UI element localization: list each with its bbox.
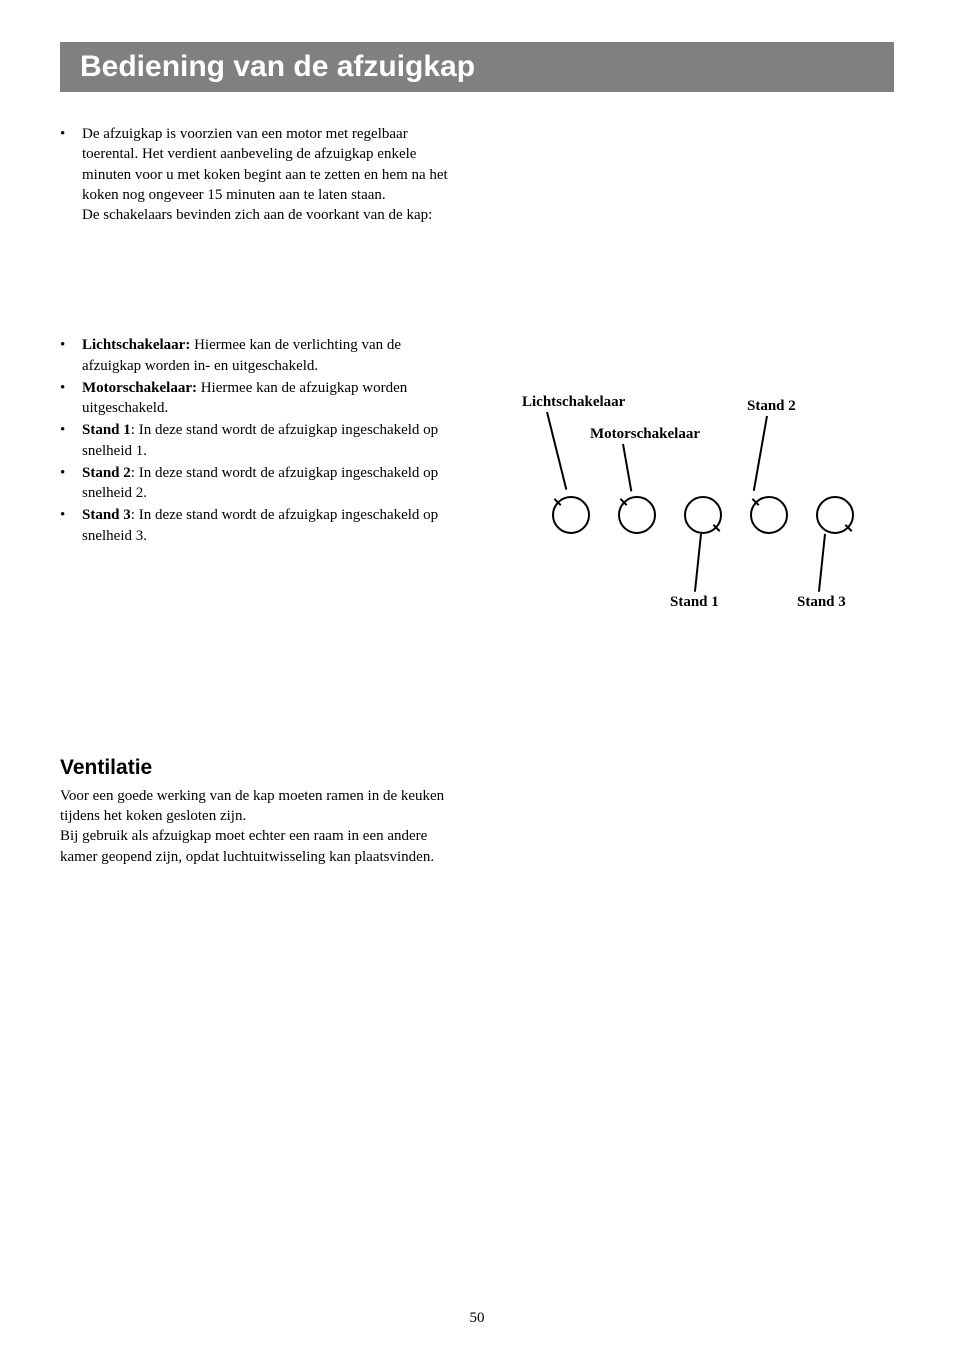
list-item-text: Motorschakelaar: Hiermee kan de afzuigka… <box>82 378 460 419</box>
list-item-text: Lichtschakelaar: Hiermee kan de verlicht… <box>82 335 460 376</box>
switch-diagram: Lichtschakelaar Stand 2 Motorschakelaar <box>502 394 902 654</box>
leader-line <box>694 534 702 592</box>
content-columns: • De afzuigkap is voorzien van een motor… <box>60 124 894 867</box>
switch-light-icon <box>552 496 590 534</box>
diagram-label-motor: Motorschakelaar <box>590 426 700 443</box>
leader-line <box>546 412 567 490</box>
title-bar: Bediening van de afzuigkap <box>60 42 894 92</box>
list-item-bold: Motorschakelaar: <box>82 380 197 396</box>
list-item: • Motorschakelaar: Hiermee kan de afzuig… <box>60 378 460 419</box>
list-item-rest: : In deze stand wordt de afzuigkap inges… <box>82 465 438 501</box>
bullet-icon: • <box>60 124 82 225</box>
ventilatie-section: Ventilatie Voor een goede werking van de… <box>60 756 460 867</box>
list-item-bold: Stand 2 <box>82 465 131 481</box>
list-item-rest: : In deze stand wordt de afzuigkap inges… <box>82 422 438 458</box>
list-item-bold: Stand 3 <box>82 507 131 523</box>
right-column: Lichtschakelaar Stand 2 Motorschakelaar <box>484 124 894 867</box>
diagram-label-stand2: Stand 2 <box>747 398 796 415</box>
intro-bullet-row: • De afzuigkap is voorzien van een motor… <box>60 124 460 225</box>
leader-line <box>622 444 632 492</box>
list-item-rest: : In deze stand wordt de afzuigkap inges… <box>82 507 438 543</box>
switch-speed2-icon <box>750 496 788 534</box>
bullet-icon: • <box>60 335 82 376</box>
intro-text: De afzuigkap is voorzien van een motor m… <box>82 124 460 225</box>
switch-row <box>552 496 854 534</box>
list-item: • Stand 1: In deze stand wordt de afzuig… <box>60 420 460 461</box>
left-column: • De afzuigkap is voorzien van een motor… <box>60 124 460 867</box>
intro-paragraph: • De afzuigkap is voorzien van een motor… <box>60 124 460 225</box>
list-item: • Lichtschakelaar: Hiermee kan de verlic… <box>60 335 460 376</box>
list-item-bold: Stand 1 <box>82 422 131 438</box>
leader-line <box>753 416 768 491</box>
document-page: Bediening van de afzuigkap • De afzuigka… <box>0 0 954 1351</box>
ventilatie-text: Voor een goede werking van de kap moeten… <box>60 786 460 867</box>
bullet-icon: • <box>60 420 82 461</box>
switch-motor-icon <box>618 496 656 534</box>
switch-speed1-icon <box>684 496 722 534</box>
list-item: • Stand 2: In deze stand wordt de afzuig… <box>60 463 460 504</box>
feature-list: • Lichtschakelaar: Hiermee kan de verlic… <box>60 335 460 546</box>
list-item-text: Stand 2: In deze stand wordt de afzuigka… <box>82 463 460 504</box>
bullet-icon: • <box>60 463 82 504</box>
diagram-label-licht: Lichtschakelaar <box>522 394 625 411</box>
diagram-label-stand3: Stand 3 <box>797 594 846 611</box>
page-number: 50 <box>0 1310 954 1327</box>
bullet-icon: • <box>60 378 82 419</box>
list-item-text: Stand 3: In deze stand wordt de afzuigka… <box>82 505 460 546</box>
page-title: Bediening van de afzuigkap <box>80 50 874 84</box>
section-heading: Ventilatie <box>60 756 460 780</box>
list-item: • Stand 3: In deze stand wordt de afzuig… <box>60 505 460 546</box>
list-item-text: Stand 1: In deze stand wordt de afzuigka… <box>82 420 460 461</box>
switch-speed3-icon <box>816 496 854 534</box>
bullet-icon: • <box>60 505 82 546</box>
list-item-bold: Lichtschakelaar: <box>82 337 190 353</box>
diagram-label-stand1: Stand 1 <box>670 594 719 611</box>
leader-line <box>818 534 826 592</box>
